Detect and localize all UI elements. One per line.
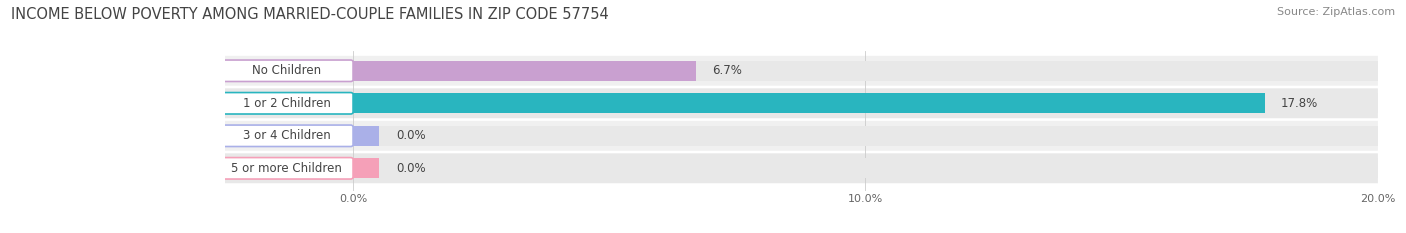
Bar <box>353 126 378 146</box>
FancyBboxPatch shape <box>218 125 353 147</box>
FancyBboxPatch shape <box>218 93 353 114</box>
FancyBboxPatch shape <box>225 88 1378 118</box>
Text: 3 or 4 Children: 3 or 4 Children <box>243 129 330 142</box>
FancyBboxPatch shape <box>218 158 353 179</box>
Bar <box>353 126 1378 146</box>
Bar <box>353 61 1378 81</box>
FancyBboxPatch shape <box>225 153 1378 183</box>
FancyBboxPatch shape <box>218 60 353 82</box>
Text: 0.0%: 0.0% <box>396 129 426 142</box>
Text: 0.0%: 0.0% <box>396 162 426 175</box>
Text: 1 or 2 Children: 1 or 2 Children <box>242 97 330 110</box>
FancyBboxPatch shape <box>225 56 1378 86</box>
Bar <box>353 93 1378 113</box>
Text: 6.7%: 6.7% <box>711 64 741 77</box>
Bar <box>353 93 1265 113</box>
Text: 17.8%: 17.8% <box>1281 97 1317 110</box>
Text: No Children: No Children <box>252 64 321 77</box>
FancyBboxPatch shape <box>225 121 1378 151</box>
Text: INCOME BELOW POVERTY AMONG MARRIED-COUPLE FAMILIES IN ZIP CODE 57754: INCOME BELOW POVERTY AMONG MARRIED-COUPL… <box>11 7 609 22</box>
Text: 5 or more Children: 5 or more Children <box>231 162 342 175</box>
Text: Source: ZipAtlas.com: Source: ZipAtlas.com <box>1277 7 1395 17</box>
Bar <box>353 158 378 178</box>
Bar <box>353 158 1378 178</box>
Bar <box>353 61 696 81</box>
